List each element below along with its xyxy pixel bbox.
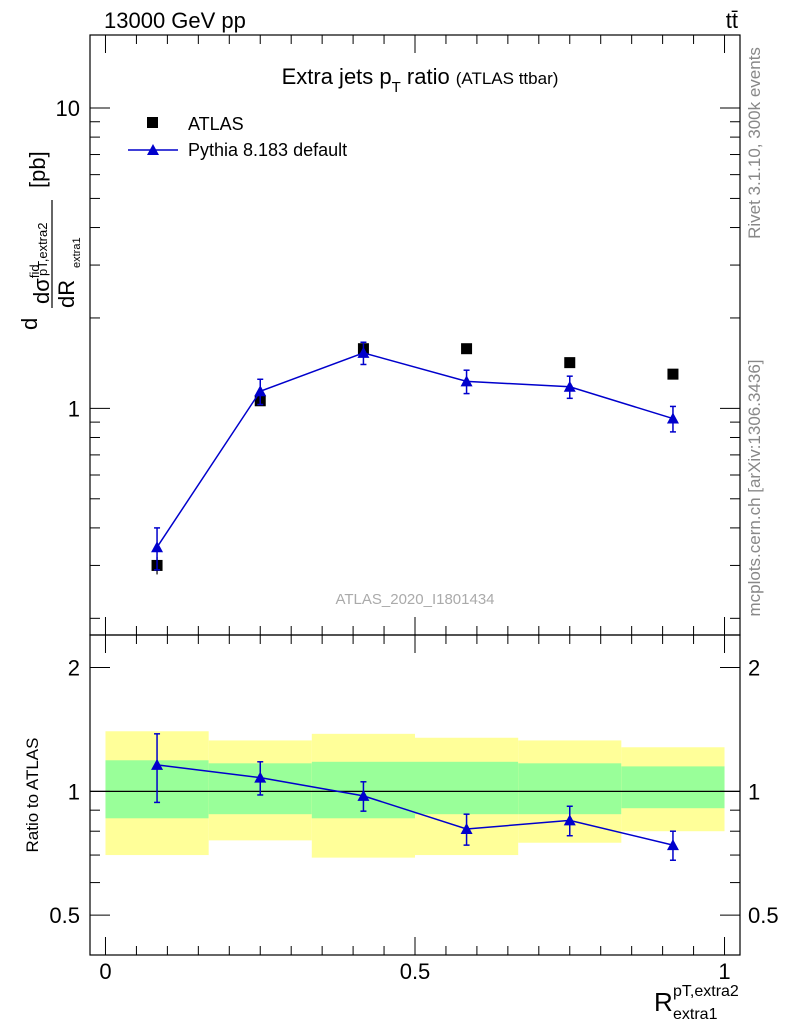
ylabel-fid: fid <box>27 264 42 278</box>
ratio-y-tick-label-right: 2 <box>748 656 760 681</box>
analysis-watermark: ATLAS_2020_I1801434 <box>335 591 494 608</box>
legend-mc-label: Pythia 8.183 default <box>188 140 347 160</box>
ratio-y-tick-label: 1 <box>68 779 80 804</box>
x-axis-label: R pT,extra2 extra1 <box>654 983 739 1023</box>
energy-label: 13000 GeV pp <box>104 8 246 33</box>
ylabel-sub: pT,extra2 <box>35 223 50 276</box>
ratio-y-tick-label: 2 <box>68 656 80 681</box>
chart-title-note: (ATLAS ttbar) <box>456 69 559 88</box>
mc-line <box>156 352 674 548</box>
ratio-mc-point <box>254 771 267 783</box>
ratio-mc-point <box>563 814 576 826</box>
chart-title-subscript: T <box>392 79 401 96</box>
mc-point <box>254 385 267 397</box>
legend-data-label: ATLAS <box>188 114 244 134</box>
main-y-tick-label: 1 <box>68 396 80 421</box>
ratio-mc-point <box>357 789 370 801</box>
ylabel-dR-sub: extra1 <box>71 237 83 268</box>
x-tick-label: 0 <box>99 959 111 984</box>
mc-point <box>563 380 576 392</box>
data-point <box>461 343 473 355</box>
mc-point <box>151 541 164 553</box>
ratio-mc-point <box>460 822 473 834</box>
mc-point <box>357 346 370 358</box>
legend-mc-marker <box>147 144 159 155</box>
process-label: tt̄ <box>726 8 738 33</box>
chart-title-main: Extra jets p <box>282 64 392 89</box>
data-point <box>667 368 679 380</box>
ylabel-d: d <box>17 318 42 330</box>
legend-data-marker <box>147 117 158 128</box>
source-info: mcplots.cern.ch [arXiv:1306.3436] <box>745 359 764 617</box>
ratio-band-inner <box>621 766 725 809</box>
chart-title: Extra jets pT ratio (ATLAS ttbar) <box>282 64 559 96</box>
mc-point <box>666 412 679 424</box>
chart-title-tail: ratio <box>401 64 450 89</box>
ratio-y-tick-label-right: 1 <box>748 779 760 804</box>
ratio-panel: 0.5 0.5 1 1 2 2 0 0.5 1 <box>49 35 779 984</box>
ratio-y-tick-label: 0.5 <box>49 903 80 928</box>
main-panel: 1 10 <box>56 34 741 636</box>
mc-point <box>460 375 473 387</box>
ratio-y-axis-label: Ratio to ATLAS <box>23 738 42 853</box>
x-tick-label: 0.5 <box>400 959 431 984</box>
xlabel-sup: pT,extra2 <box>673 983 739 1000</box>
ylabel-unit: [pb] <box>25 151 50 188</box>
x-tick-label: 1 <box>718 959 730 984</box>
rivet-info: Rivet 3.1.10, 300k events <box>745 47 764 239</box>
main-y-axis-label: d dσfid pT,extra2 dR extra1 [pb] <box>17 151 83 330</box>
data-point <box>564 357 576 369</box>
ratio-mc-point <box>151 758 164 770</box>
ratio-y-tick-label-right: 0.5 <box>748 903 779 928</box>
ylabel-sigma: dσ <box>29 278 54 304</box>
ratio-band-inner <box>415 761 519 815</box>
legend: ATLAS Pythia 8.183 default <box>128 114 347 160</box>
ylabel-dR: dR <box>54 280 79 308</box>
ylabel-numerator: dσfid <box>27 264 54 304</box>
ratio-mc-line <box>156 764 674 846</box>
xlabel-sub: extra1 <box>673 1006 718 1023</box>
main-y-tick-label: 10 <box>56 96 80 121</box>
xlabel-main: R <box>654 987 673 1017</box>
ratio-mc-point <box>666 839 679 851</box>
